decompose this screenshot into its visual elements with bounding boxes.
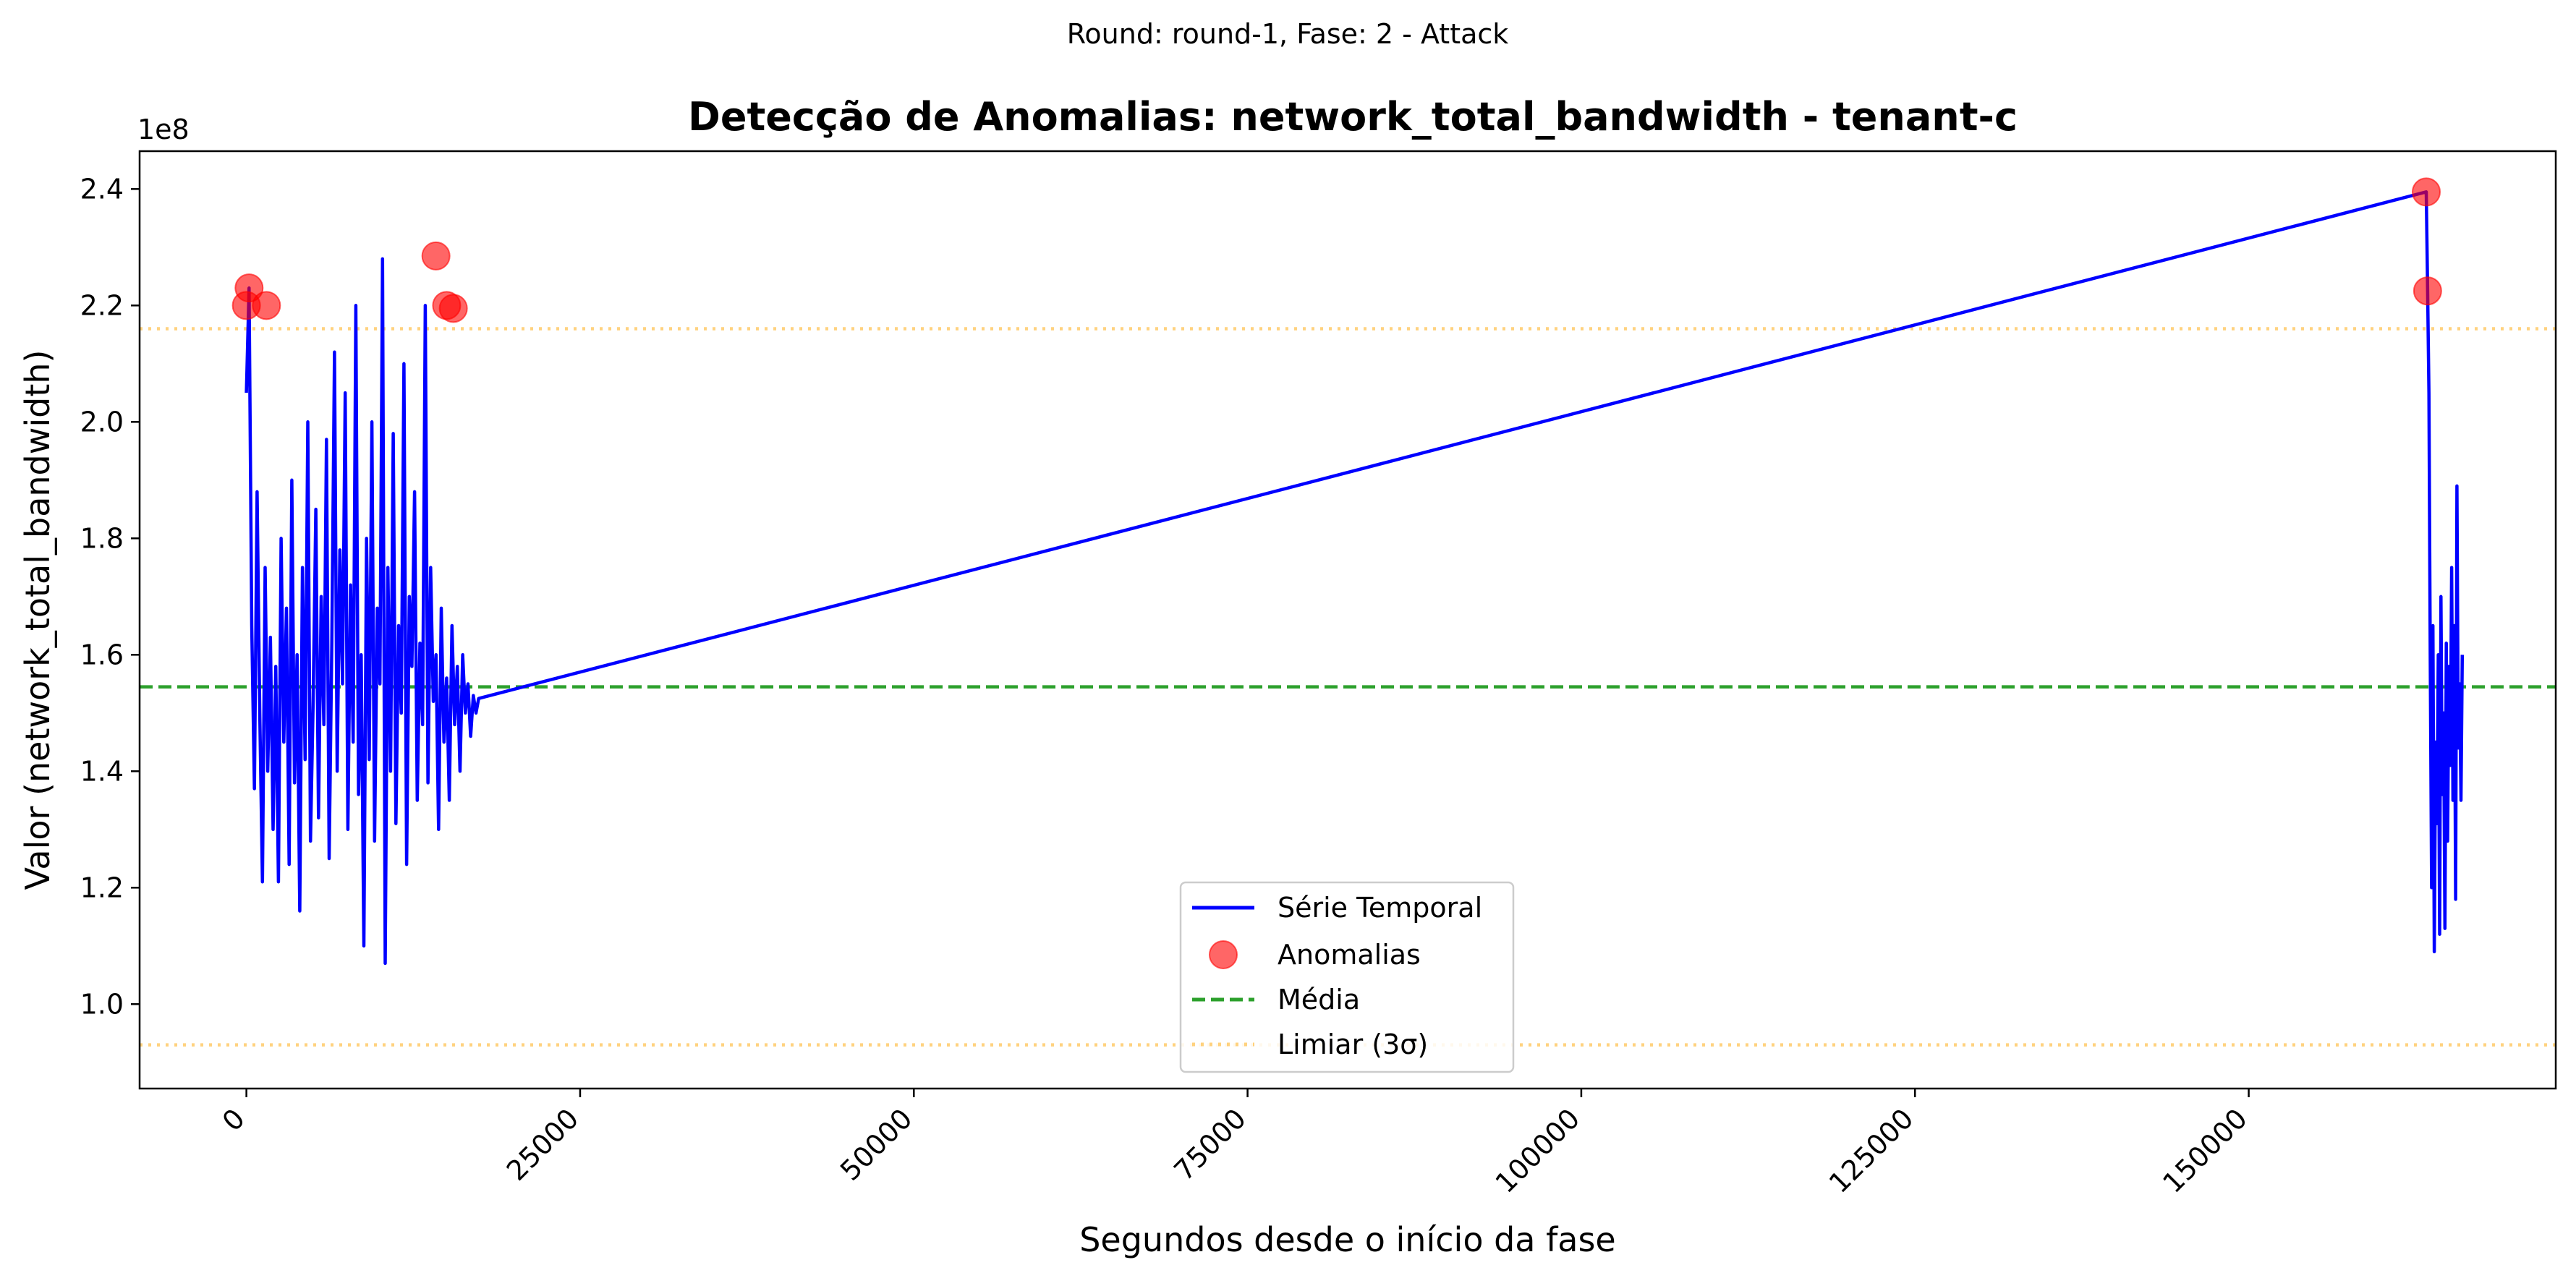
plot-frame: [138, 150, 2557, 1090]
anomaly-points: [231, 177, 2442, 323]
series-line-0: [245, 190, 2465, 966]
legend: Série Temporal Anomalias Média Limiar (3…: [1179, 881, 1515, 1073]
y-tick-label: 1.2: [80, 872, 124, 903]
legend-anomaly-swatch: [1209, 940, 1238, 969]
y-axis-label: Valor (network_total_bandwidth): [18, 350, 57, 890]
anomaly-point: [2412, 177, 2441, 207]
series-lines: [245, 190, 2465, 966]
legend-box: [1179, 881, 1515, 1073]
legend-mean-label: Média: [1278, 984, 1360, 1015]
chart-title: Detecção de Anomalias: network_total_ban…: [688, 94, 2018, 140]
y-tick-label: 1.6: [80, 639, 124, 670]
x-axis-label: Segundos desde o início da fase: [1079, 1220, 1616, 1259]
anomaly-point: [234, 273, 264, 303]
legend-anomaly-label: Anomalias: [1278, 939, 1421, 971]
y-axis-ticks: 1.0 1.2 1.4 1.6 1.8 2.0 2.2 2.4: [80, 173, 140, 1020]
y-tick-label: 2.0: [80, 406, 124, 438]
anomaly-point: [252, 291, 281, 320]
y-tick-label: 1.8: [80, 522, 124, 554]
anomaly-point: [2413, 276, 2442, 306]
anomaly-point: [438, 294, 468, 323]
y-axis-offset-label: 1e8: [137, 114, 190, 145]
legend-series-label: Série Temporal: [1278, 892, 1482, 924]
figure-suptitle: Round: round-1, Fase: 2 - Attack: [1067, 18, 1509, 50]
anomaly-point: [421, 241, 451, 271]
y-tick-label: 1.0: [80, 988, 124, 1020]
y-tick-label: 1.4: [80, 755, 124, 787]
y-tick-label: 2.4: [80, 173, 124, 205]
legend-threshold-label: Limiar (3σ): [1278, 1029, 1428, 1060]
y-tick-label: 2.2: [80, 289, 124, 321]
